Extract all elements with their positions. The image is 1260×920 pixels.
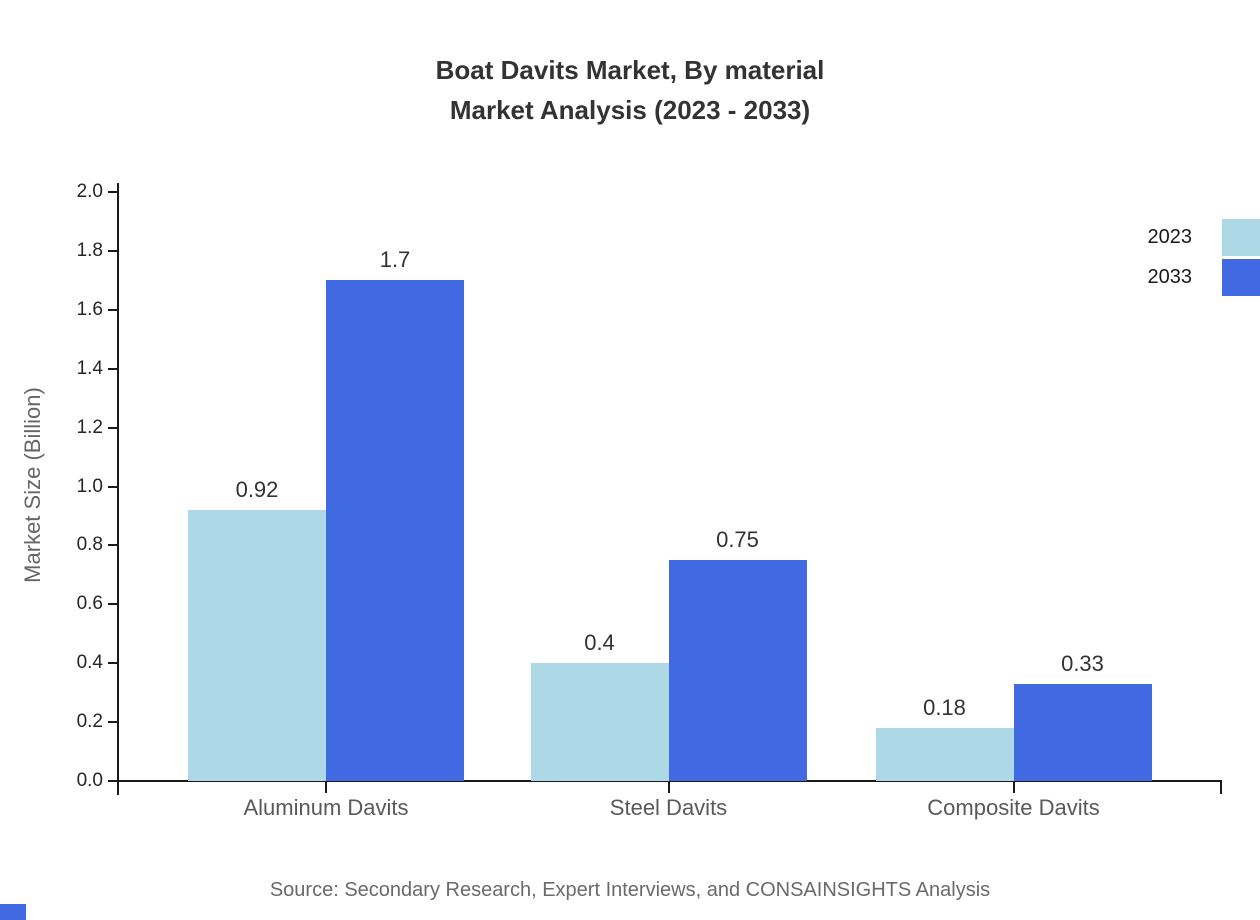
y-tick-mark xyxy=(108,603,117,606)
x-tick-mark xyxy=(325,781,327,793)
bar-2033-aluminum-davits xyxy=(326,280,464,781)
y-axis-line xyxy=(117,183,119,795)
y-tick-mark xyxy=(108,308,117,311)
y-tick-label: 1.6 xyxy=(76,298,103,320)
y-tick-label: 0.0 xyxy=(76,770,103,791)
bar-value-label: 1.7 xyxy=(379,247,411,272)
bar-2033-composite-davits xyxy=(1013,684,1152,781)
legend-swatch-2033 xyxy=(1222,259,1260,296)
x-axis-line xyxy=(117,780,1222,782)
chart-title-line2: Market Analysis (2023 - 2033) xyxy=(449,95,811,125)
chart-title-line1: Boat Davits Market, By material xyxy=(435,55,825,85)
y-tick-label: 0.4 xyxy=(76,652,103,674)
x-category-label: Composite Davits xyxy=(927,795,1100,820)
legend-label: 2033 xyxy=(1147,266,1193,288)
chart-title: Boat Davits Market, By material Market A… xyxy=(0,50,1260,130)
y-tick-mark xyxy=(108,721,117,724)
source-note: Source: Secondary Research, Expert Inter… xyxy=(269,879,991,901)
y-tick-mark xyxy=(108,426,117,429)
legend-swatch-2023 xyxy=(1222,219,1260,256)
legend-item-2023: 2023 xyxy=(1148,219,1260,256)
y-tick-mark xyxy=(108,780,117,782)
legend-label: 2023 xyxy=(1147,226,1193,248)
bar-2023-steel-davits xyxy=(530,663,669,781)
x-category-label: Steel Davits xyxy=(609,795,728,820)
legend: 2023 2033 xyxy=(1148,219,1260,299)
bar-value-label: 0.75 xyxy=(716,527,759,552)
corner-brand-mark xyxy=(0,904,26,920)
y-tick-label: 0.2 xyxy=(76,711,103,733)
bar-value-label: 0.92 xyxy=(235,477,279,502)
bar-value-label: 0.18 xyxy=(923,695,966,720)
legend-item-2033: 2033 xyxy=(1148,259,1260,296)
x-tick-mark xyxy=(1012,781,1015,793)
bar-2023-composite-davits xyxy=(875,728,1014,781)
y-tick-mark xyxy=(108,662,117,665)
bar-value-label: 0.4 xyxy=(584,630,615,655)
x-axis-end-tick xyxy=(1220,781,1222,794)
bar-value-label: 0.33 xyxy=(1061,651,1104,676)
bar-2033-steel-davits xyxy=(668,560,807,781)
x-tick-mark xyxy=(667,781,670,793)
y-tick-label: 1.2 xyxy=(76,416,103,438)
y-tick-label: 1.8 xyxy=(76,239,103,261)
y-tick-mark xyxy=(108,249,117,252)
y-tick-label: 0.6 xyxy=(76,593,103,615)
y-tick-label: 1.0 xyxy=(76,475,103,497)
y-tick-label: 0.8 xyxy=(76,534,103,556)
bar-2023-aluminum-davits xyxy=(188,510,326,781)
y-tick-label: 1.4 xyxy=(76,357,103,379)
y-tick-mark xyxy=(108,544,117,547)
y-tick-label: 2.0 xyxy=(76,181,103,202)
x-category-label: Aluminum Davits xyxy=(243,795,409,820)
y-tick-mark xyxy=(108,367,117,370)
y-tick-mark xyxy=(108,485,117,488)
y-tick-mark xyxy=(108,191,117,193)
